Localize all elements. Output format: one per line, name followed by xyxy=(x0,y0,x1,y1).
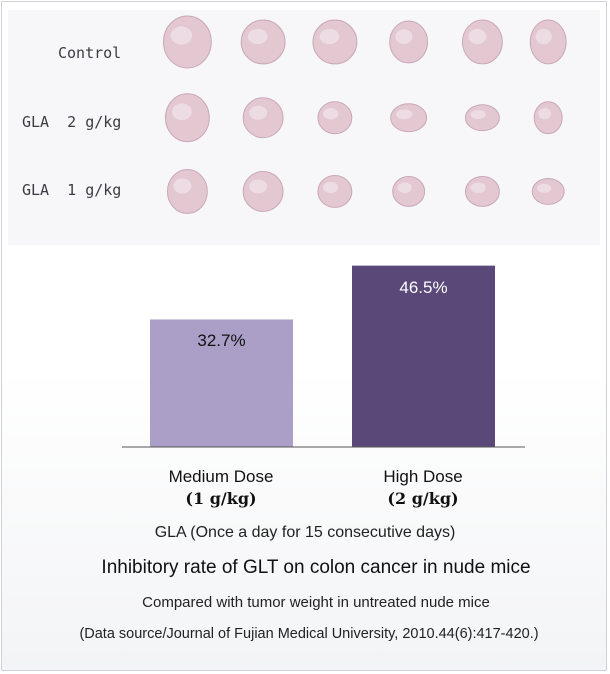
tumor-sample-highlight xyxy=(319,28,340,45)
tumor-sample-highlight xyxy=(397,182,412,193)
tumor-sample-highlight xyxy=(537,183,552,193)
category-medium-dose: Medium Dose (1 g/kg) xyxy=(136,466,306,510)
bar-value-label-high: 46.5% xyxy=(399,277,448,297)
tumor-sample-highlight xyxy=(170,26,193,45)
row-label-control: Control xyxy=(58,44,122,62)
tumor-sample-highlight xyxy=(470,182,486,193)
chart-title: Inhibitory rate of GLT on colon cancer i… xyxy=(101,557,531,578)
row-label-gla-1: GLA 1 g/kg xyxy=(22,181,122,199)
tumor-sample-highlight xyxy=(249,179,268,194)
category-dose-medium: (1 g/kg) xyxy=(185,489,257,508)
tumor-sample-highlight xyxy=(396,109,413,120)
tumor-sample-highlight xyxy=(470,109,486,120)
tumor-sample-highlight xyxy=(395,29,413,45)
tumor-sample-highlight xyxy=(538,108,551,120)
tumor-sample-highlight xyxy=(535,28,552,45)
x-axis-label: GLA (Once a day for 15 consecutive days) xyxy=(154,524,456,541)
tumor-sample-highlight xyxy=(249,105,268,120)
category-label-medium: Medium Dose xyxy=(168,467,274,486)
category-dose-high: (2 g/kg) xyxy=(387,489,459,508)
chart-subtitle: Compared with tumor weight in untreated … xyxy=(142,594,490,611)
row-label-gla-2: GLA 2 g/kg xyxy=(22,113,122,131)
data-source: (Data source/Journal of Fujian Medical U… xyxy=(79,626,539,642)
category-high-dose: High Dose (2 g/kg) xyxy=(338,466,508,510)
tumor-sample-highlight xyxy=(468,28,487,45)
tumor-sample-highlight xyxy=(172,103,192,121)
tumor-sample-highlight xyxy=(323,181,339,194)
tumor-sample-highlight xyxy=(173,178,192,194)
tumor-sample-highlight xyxy=(323,108,339,120)
bar-value-label-medium: 32.7% xyxy=(197,331,246,351)
tumor-sample-highlight xyxy=(247,28,268,45)
category-label-high: High Dose xyxy=(383,467,463,486)
